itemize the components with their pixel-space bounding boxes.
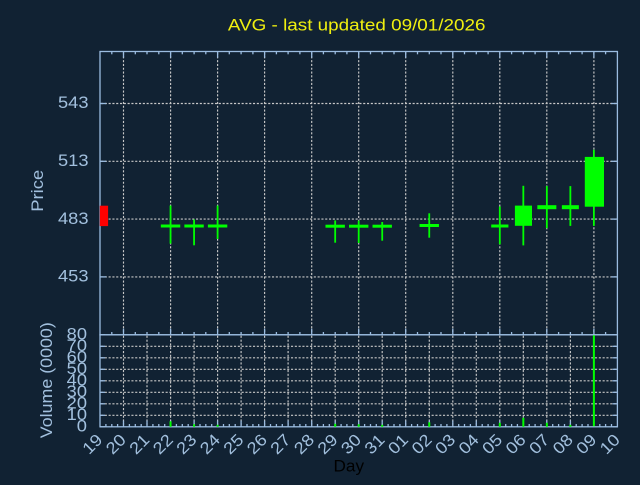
svg-text:50: 50: [67, 360, 87, 378]
svg-text:0: 0: [77, 417, 87, 435]
svg-text:AVG - last updated 09/01/2026: AVG - last updated 09/01/2026: [228, 16, 486, 34]
svg-text:60: 60: [67, 348, 87, 366]
svg-text:513: 513: [58, 152, 89, 170]
svg-text:Volume (0000): Volume (0000): [38, 322, 56, 438]
svg-text:10: 10: [67, 406, 87, 424]
svg-text:483: 483: [58, 210, 89, 228]
svg-text:80: 80: [67, 325, 87, 343]
svg-text:Day: Day: [334, 458, 365, 476]
svg-text:543: 543: [58, 94, 89, 112]
svg-text:20: 20: [67, 394, 87, 412]
svg-text:Price: Price: [29, 170, 47, 212]
svg-text:70: 70: [67, 337, 87, 355]
svg-text:40: 40: [67, 371, 87, 389]
svg-text:30: 30: [67, 383, 87, 401]
svg-text:453: 453: [58, 268, 89, 286]
